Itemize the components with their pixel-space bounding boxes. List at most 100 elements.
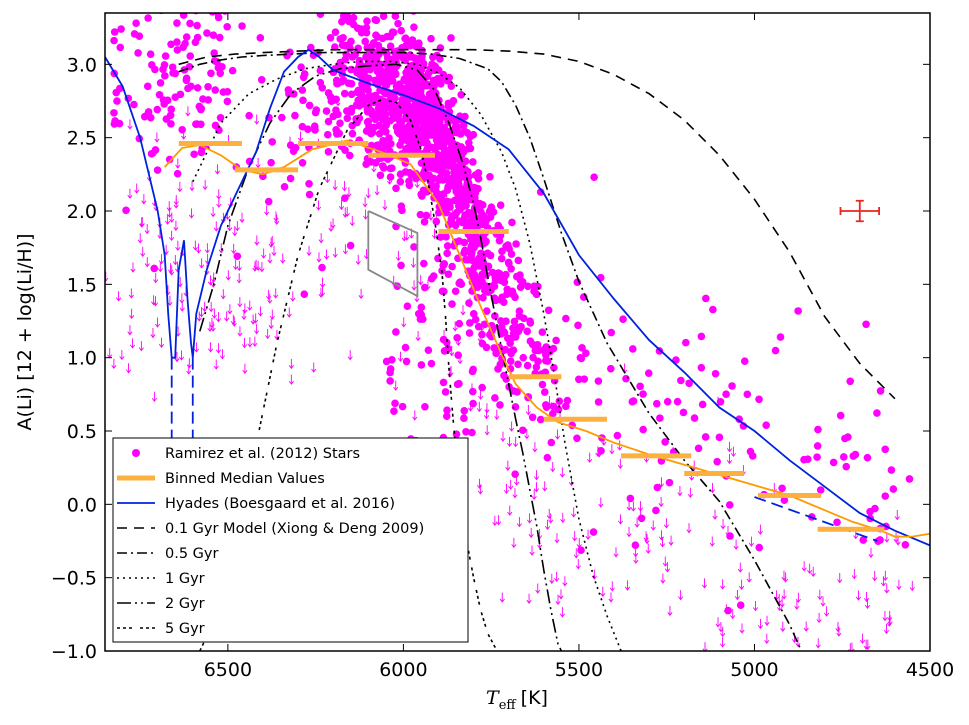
star-point bbox=[597, 447, 605, 455]
upper-limit-arrow bbox=[634, 517, 640, 528]
upper-limit-arrow bbox=[884, 583, 890, 594]
star-point bbox=[291, 111, 299, 120]
upper-limit-arrow bbox=[836, 626, 842, 637]
upper-limit-arrow bbox=[154, 317, 161, 328]
y-tick-label: 1.5 bbox=[67, 274, 97, 296]
star-point bbox=[905, 475, 914, 483]
upper-limit-arrow bbox=[883, 623, 890, 635]
star-point bbox=[417, 310, 426, 319]
star-point bbox=[509, 346, 518, 355]
star-point bbox=[470, 233, 479, 242]
star-point bbox=[497, 254, 506, 263]
model-line-0-5-gyr bbox=[178, 51, 801, 649]
upper-limit-arrow bbox=[525, 404, 531, 416]
upper-limit-arrow bbox=[174, 351, 180, 363]
upper-limit-arrow bbox=[855, 590, 862, 601]
star-point bbox=[336, 119, 344, 128]
star-point bbox=[193, 84, 202, 92]
upper-limit-arrow bbox=[125, 363, 132, 374]
upper-limit-arrow bbox=[218, 243, 224, 254]
star-point bbox=[362, 23, 371, 32]
upper-limit-arrow bbox=[198, 307, 205, 318]
star-point bbox=[488, 281, 497, 290]
upper-limit-arrow bbox=[476, 401, 482, 413]
upper-limit-arrow bbox=[412, 410, 418, 421]
star-point bbox=[156, 79, 165, 87]
star-point bbox=[800, 455, 808, 464]
upper-limit-arrow bbox=[213, 359, 219, 370]
star-point bbox=[219, 2, 227, 10]
star-point bbox=[195, 102, 204, 111]
upper-limit-arrow bbox=[134, 183, 140, 194]
star-point bbox=[456, 173, 465, 182]
upper-limit-arrow bbox=[346, 187, 352, 198]
legend-keys bbox=[117, 449, 155, 629]
upper-limit-arrow bbox=[573, 548, 579, 559]
star-point bbox=[561, 402, 570, 411]
upper-limit-arrow bbox=[476, 478, 483, 489]
star-point bbox=[478, 201, 487, 209]
upper-limit-arrow bbox=[554, 571, 560, 582]
star-point bbox=[881, 445, 890, 454]
upper-limit-arrow bbox=[663, 518, 669, 529]
star-point bbox=[573, 434, 581, 443]
star-point bbox=[388, 56, 396, 64]
upper-limit-arrow bbox=[630, 501, 636, 512]
star-point bbox=[210, 49, 218, 57]
upper-limit-arrow bbox=[216, 189, 222, 200]
star-point bbox=[305, 179, 313, 188]
upper-limit-arrow bbox=[242, 363, 248, 374]
legend-label-5-gyr: 5 Gyr bbox=[165, 621, 205, 637]
star-point bbox=[457, 90, 466, 99]
legend-label-0-5-gyr: 0.5 Gyr bbox=[165, 546, 218, 562]
star-point bbox=[431, 99, 439, 108]
star-point bbox=[387, 73, 396, 82]
star-point bbox=[516, 324, 524, 333]
star-point bbox=[577, 354, 586, 363]
upper-limit-arrow bbox=[617, 458, 623, 469]
star-point bbox=[511, 403, 520, 411]
upper-limit-arrow bbox=[533, 482, 540, 493]
x-tick-label: 4500 bbox=[906, 659, 954, 681]
star-point bbox=[748, 452, 757, 460]
upper-limit-arrow bbox=[215, 343, 221, 354]
star-point bbox=[298, 86, 307, 94]
star-point bbox=[399, 106, 408, 115]
star-point bbox=[385, 134, 393, 142]
star-point bbox=[839, 453, 848, 461]
star-point bbox=[374, 104, 383, 113]
star-point bbox=[481, 282, 490, 290]
star-point bbox=[422, 211, 431, 220]
star-point bbox=[316, 78, 325, 87]
star-point bbox=[652, 399, 661, 408]
upper-limit-arrow bbox=[231, 243, 237, 255]
star-point bbox=[334, 110, 342, 119]
upper-limit-arrow bbox=[478, 389, 484, 400]
upper-limit-arrow bbox=[411, 280, 417, 291]
star-point bbox=[324, 117, 333, 126]
upper-limit-arrow bbox=[718, 621, 724, 633]
upper-limit-arrow bbox=[382, 200, 388, 211]
star-point bbox=[532, 363, 541, 371]
upper-limit-arrow bbox=[173, 195, 179, 206]
star-point bbox=[460, 406, 469, 415]
star-point bbox=[685, 379, 693, 388]
upper-limit-arrow bbox=[290, 291, 296, 302]
star-point bbox=[332, 126, 340, 134]
star-point bbox=[340, 2, 348, 10]
star-point bbox=[471, 315, 480, 324]
star-point bbox=[280, 183, 289, 191]
star-point bbox=[110, 28, 119, 36]
star-point bbox=[543, 453, 552, 462]
upper-limit-arrow bbox=[273, 288, 279, 299]
star-point bbox=[392, 184, 400, 193]
upper-limit-arrow bbox=[328, 221, 334, 232]
star-point bbox=[367, 128, 376, 136]
star-point bbox=[411, 90, 419, 99]
star-point bbox=[388, 355, 396, 364]
upper-limit-arrow bbox=[253, 313, 259, 324]
star-point bbox=[516, 283, 525, 292]
upper-limit-arrow bbox=[234, 221, 240, 232]
upper-limit-arrow bbox=[817, 589, 823, 600]
legend-label-2-gyr: 2 Gyr bbox=[165, 596, 205, 612]
